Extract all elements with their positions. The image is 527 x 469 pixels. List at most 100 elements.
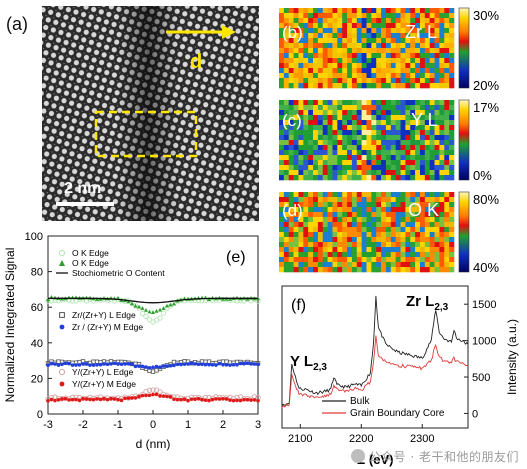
map-pixel: [439, 150, 445, 156]
chart-e-point: [154, 368, 159, 373]
map-pixel: [419, 38, 426, 44]
map-pixel: [327, 252, 333, 258]
map-pixel: [395, 232, 401, 238]
map-pixel: [317, 262, 324, 268]
map-pixel: [415, 202, 421, 208]
map-pixel: [279, 202, 285, 208]
map-pixel: [415, 38, 421, 44]
chart-e-point: [56, 397, 61, 402]
map-pixel: [444, 33, 450, 39]
map-pixel: [429, 28, 435, 34]
map-pixel: [449, 257, 455, 263]
map-pixel: [317, 100, 324, 106]
map-pixel: [347, 23, 353, 29]
map-pixel: [444, 237, 450, 243]
map-pixel: [449, 23, 455, 29]
map-pixel: [405, 217, 411, 223]
map-pixel: [337, 115, 343, 121]
map-pixel: [317, 175, 324, 181]
map-pixel: [371, 48, 377, 54]
map-pixel: [390, 68, 396, 74]
map-pixel: [347, 115, 353, 121]
chart-e-point: [182, 397, 187, 402]
map-pixel: [298, 8, 304, 14]
map-pixel: [356, 38, 362, 44]
map-pixel: [288, 227, 294, 233]
map-pixel: [381, 175, 387, 181]
map-pixel: [376, 237, 382, 243]
map-pixel: [347, 247, 353, 253]
map-pixel: [332, 165, 338, 171]
map-pixel: [366, 252, 372, 258]
map-pixel: [317, 78, 324, 84]
map-pixel: [317, 63, 324, 69]
map-pixel: [449, 170, 455, 176]
map-pixel: [381, 28, 387, 34]
map-pixel: [449, 192, 455, 198]
map-pixel: [283, 140, 290, 146]
map-pixel: [327, 38, 333, 44]
map-pixel: [351, 242, 358, 248]
map-pixel: [439, 237, 445, 243]
map-pixel: [366, 73, 372, 79]
chart-e-legend-label: O K Edge: [72, 258, 109, 268]
map-pixel: [293, 217, 299, 223]
map-pixel: [400, 160, 406, 166]
map-pixel: [327, 63, 333, 69]
map-pixel: [376, 68, 382, 74]
map-pixel: [390, 130, 396, 136]
map-pixel: [385, 73, 392, 79]
map-pixel: [410, 78, 416, 84]
map-pixel: [322, 78, 328, 84]
map-pixel: [429, 252, 435, 258]
map-pixel: [444, 83, 450, 89]
map-pixel: [419, 192, 426, 198]
map-pixel: [405, 202, 411, 208]
map-pixel: [449, 140, 455, 146]
map-pixel: [429, 13, 435, 19]
chart-e-point: [235, 363, 239, 367]
map-pixel: [293, 73, 299, 79]
map-pixel: [439, 38, 445, 44]
map-pixel: [415, 257, 421, 263]
map-pixel: [332, 48, 338, 54]
map-pixel: [381, 120, 387, 126]
map-pixel: [313, 78, 319, 84]
map-pixel: [405, 58, 411, 64]
map-pixel: [298, 267, 304, 273]
map-pixel: [395, 207, 401, 213]
map-pixel: [279, 247, 285, 253]
map-pixel: [371, 217, 377, 223]
map-pixel: [415, 73, 421, 79]
map-pixel: [283, 217, 290, 223]
map-pixel: [434, 43, 440, 49]
map-pixel: [303, 28, 309, 34]
map-pixel: [400, 227, 406, 233]
map-pixel: [371, 115, 377, 121]
chart-e-point: [172, 397, 176, 402]
map-pixel: [279, 125, 285, 131]
map-pixel: [337, 58, 343, 64]
chart-e-xtick-label: -3: [43, 419, 53, 431]
map-pixel: [337, 175, 343, 181]
map-pixel: [424, 48, 430, 54]
map-pixel: [424, 18, 430, 24]
map-pixel: [434, 262, 440, 268]
map-pixel: [351, 78, 358, 84]
map-pixel: [376, 140, 382, 146]
map-pixel: [390, 78, 396, 84]
map-pixel: [351, 237, 358, 243]
map-pixel: [308, 130, 314, 136]
map-pixel: [322, 217, 328, 223]
map-pixel: [376, 120, 382, 126]
map-pixel: [308, 197, 314, 203]
map-pixel: [381, 53, 387, 59]
map-pixel: [317, 28, 324, 34]
map-pixel: [444, 150, 450, 156]
map-pixel: [293, 28, 299, 34]
map-pixel: [283, 125, 290, 131]
map-pixel: [351, 33, 358, 39]
wechat-icon: [350, 449, 365, 463]
map-pixel: [332, 115, 338, 121]
map-pixel: [308, 105, 314, 111]
